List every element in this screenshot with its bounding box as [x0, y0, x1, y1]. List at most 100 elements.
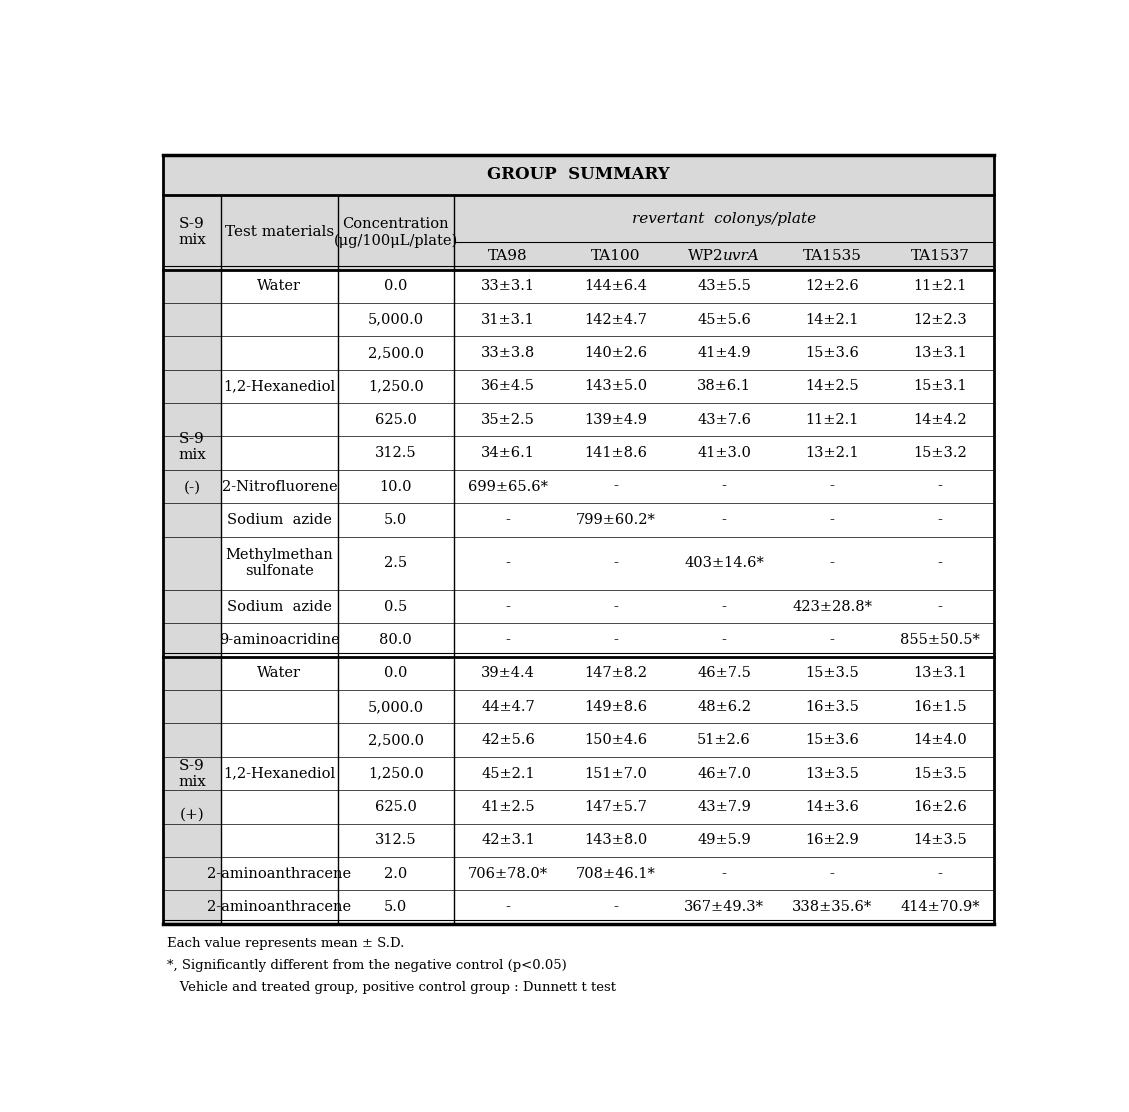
Bar	[562, 504, 669, 537]
Text: 49±5.9: 49±5.9	[698, 833, 751, 847]
Text: 13±3.1: 13±3.1	[913, 346, 968, 360]
Text: Water: Water	[257, 666, 301, 681]
Text: GROUP  SUMMARY: GROUP SUMMARY	[488, 167, 669, 183]
Bar	[338, 437, 454, 470]
Text: -: -	[613, 633, 619, 647]
Bar	[886, 691, 995, 724]
Text: 149±8.6: 149±8.6	[585, 699, 648, 714]
Text: *, Significantly different from the negative control (p<0.05): *, Significantly different from the nega…	[167, 959, 567, 972]
Bar	[562, 302, 669, 336]
Text: 13±3.5: 13±3.5	[805, 766, 859, 781]
Bar	[338, 504, 454, 537]
Text: 45±5.6: 45±5.6	[697, 312, 751, 327]
Bar	[338, 791, 454, 824]
Text: -: -	[721, 479, 727, 494]
Text: 855±50.5*: 855±50.5*	[900, 633, 980, 647]
Bar	[886, 791, 995, 824]
Text: -: -	[938, 479, 943, 494]
Text: 799±60.2*: 799±60.2*	[576, 513, 656, 527]
Bar	[669, 724, 778, 757]
Text: -: -	[721, 513, 727, 527]
Bar	[669, 437, 778, 470]
Text: Sodium  azide: Sodium azide	[227, 513, 332, 527]
Bar	[778, 824, 886, 857]
Text: 2-aminoanthracene: 2-aminoanthracene	[208, 900, 351, 914]
Text: 16±1.5: 16±1.5	[913, 699, 968, 714]
Text: 338±35.6*: 338±35.6*	[793, 900, 873, 914]
Text: 708±46.1*: 708±46.1*	[576, 866, 656, 881]
Text: 13±2.1: 13±2.1	[805, 446, 859, 460]
Bar	[338, 403, 454, 437]
Bar	[562, 724, 669, 757]
Bar	[163, 791, 221, 824]
Bar	[778, 269, 886, 302]
Text: 5.0: 5.0	[384, 900, 408, 914]
Bar	[338, 302, 454, 336]
Text: 1,2-Hexanediol: 1,2-Hexanediol	[224, 379, 335, 394]
Text: 31±3.1: 31±3.1	[481, 312, 535, 327]
Bar	[221, 691, 338, 724]
Text: 15±3.6: 15±3.6	[805, 733, 859, 747]
Bar	[562, 403, 669, 437]
Text: WP2: WP2	[688, 249, 724, 262]
Bar	[221, 269, 338, 302]
Text: 2-aminoanthracene: 2-aminoanthracene	[208, 866, 351, 881]
Bar	[562, 369, 669, 403]
Text: 625.0: 625.0	[375, 800, 417, 814]
Text: 150±4.6: 150±4.6	[585, 733, 648, 747]
Text: -: -	[938, 599, 943, 614]
Bar	[454, 757, 562, 791]
Bar	[778, 724, 886, 757]
Text: -: -	[830, 479, 834, 494]
Bar	[338, 891, 454, 924]
Bar	[778, 302, 886, 336]
Bar	[163, 269, 221, 302]
Text: 14±4.0: 14±4.0	[913, 733, 968, 747]
Bar	[338, 269, 454, 302]
Bar	[669, 824, 778, 857]
Text: 5.0: 5.0	[384, 513, 408, 527]
Bar	[163, 590, 221, 624]
Text: 35±2.5: 35±2.5	[481, 413, 535, 427]
Text: 1,2-Hexanediol: 1,2-Hexanediol	[224, 766, 335, 781]
Bar	[454, 470, 562, 504]
Bar	[163, 470, 221, 504]
Text: 42±3.1: 42±3.1	[481, 833, 535, 847]
Text: -: -	[613, 479, 619, 494]
Bar	[562, 590, 669, 624]
Text: -: -	[830, 866, 834, 881]
Bar	[163, 857, 221, 891]
Bar	[454, 403, 562, 437]
Bar	[221, 791, 338, 824]
Text: 140±2.6: 140±2.6	[585, 346, 648, 360]
Bar	[221, 724, 338, 757]
Bar	[338, 369, 454, 403]
Bar	[454, 791, 562, 824]
Bar	[886, 302, 995, 336]
Text: 16±2.9: 16±2.9	[805, 833, 859, 847]
Text: 147±5.7: 147±5.7	[585, 800, 647, 814]
Text: 34±6.1: 34±6.1	[481, 446, 535, 460]
Text: -: -	[938, 866, 943, 881]
Text: 15±3.5: 15±3.5	[913, 766, 968, 781]
Bar	[163, 504, 221, 537]
Text: -: -	[938, 556, 943, 570]
Text: 39±4.4: 39±4.4	[481, 666, 535, 681]
Bar	[778, 757, 886, 791]
Bar	[338, 757, 454, 791]
Text: 16±3.5: 16±3.5	[805, 699, 859, 714]
Text: 33±3.8: 33±3.8	[481, 346, 535, 360]
Bar	[454, 624, 562, 657]
Bar	[454, 657, 562, 691]
Text: 43±5.5: 43±5.5	[697, 279, 751, 294]
Bar	[163, 624, 221, 657]
Bar	[886, 590, 995, 624]
Bar	[669, 302, 778, 336]
Bar	[562, 857, 669, 891]
Bar	[338, 691, 454, 724]
Text: 0.5: 0.5	[384, 599, 408, 614]
Text: 414±70.9*: 414±70.9*	[901, 900, 980, 914]
Bar	[221, 403, 338, 437]
Bar	[669, 336, 778, 369]
Text: 41±4.9: 41±4.9	[698, 346, 751, 360]
